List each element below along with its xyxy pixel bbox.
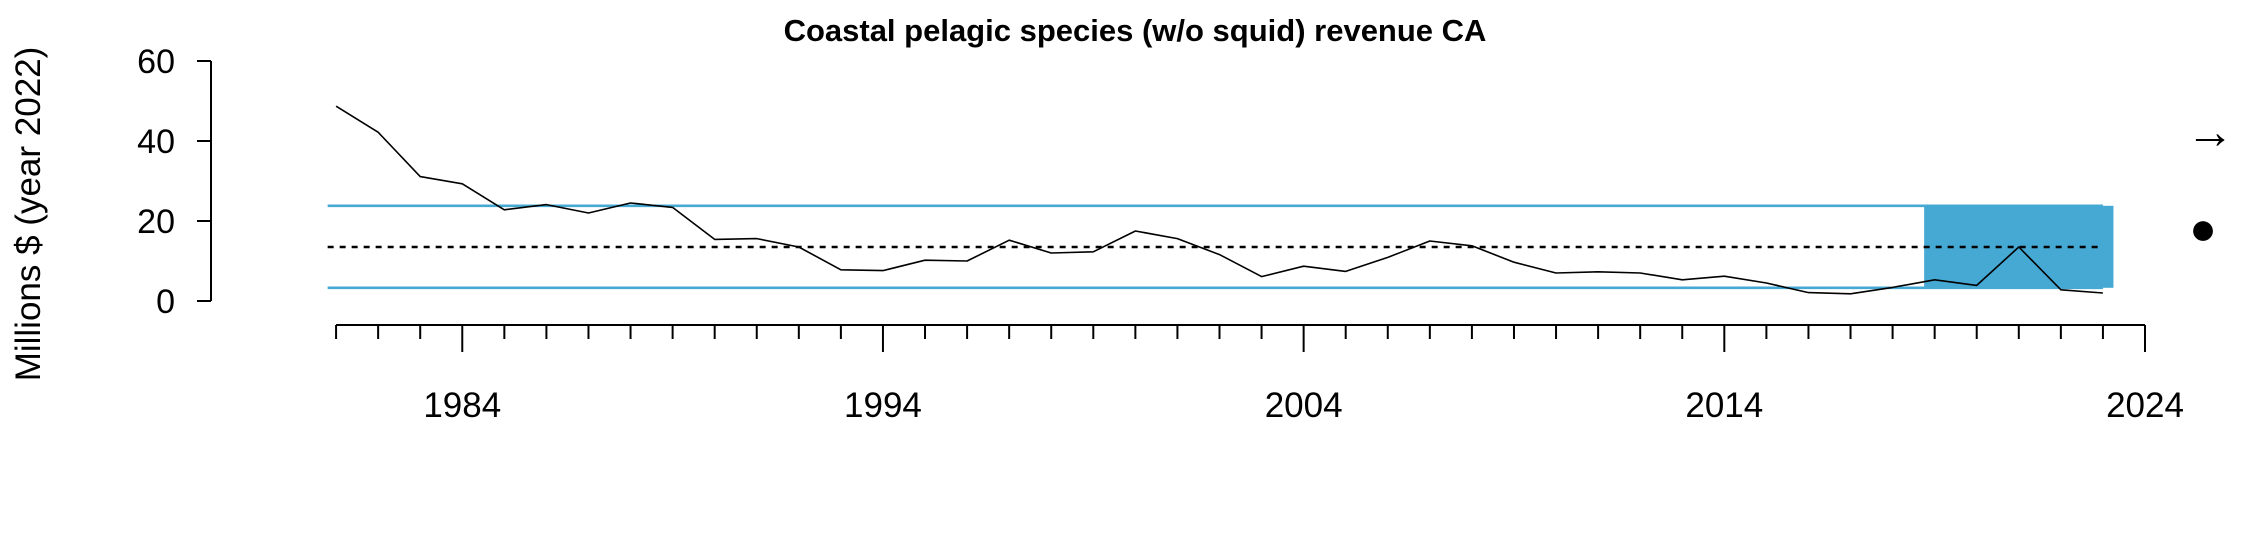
status-dot-icon: ●: [2189, 202, 2217, 254]
series-line-1: [335, 105, 2103, 295]
chart-title: Coastal pelagic species (w/o squid) reve…: [784, 13, 1487, 48]
x-tick-label: 1994: [844, 386, 922, 425]
x-tick-label: 2014: [1685, 386, 1763, 425]
reference-lines-layer: [327, 204, 2103, 290]
x-tick-label: 1984: [423, 386, 501, 425]
axes-layer: 0 20 40 60 1984 1994 2004 2014 2024: [137, 43, 2184, 425]
y-axis-label: Millions $ (year 2022): [9, 47, 48, 382]
y-tick-label: 0: [156, 283, 175, 321]
y-tick-label: 60: [137, 43, 175, 81]
y-tick-label: 20: [137, 203, 175, 241]
x-tick-label: 2024: [2106, 386, 2184, 425]
trend-arrow-icon: →: [2186, 106, 2234, 159]
y-tick-label: 40: [137, 123, 175, 161]
series-layer: [335, 105, 2103, 295]
x-tick-label: 2004: [1265, 386, 1343, 425]
